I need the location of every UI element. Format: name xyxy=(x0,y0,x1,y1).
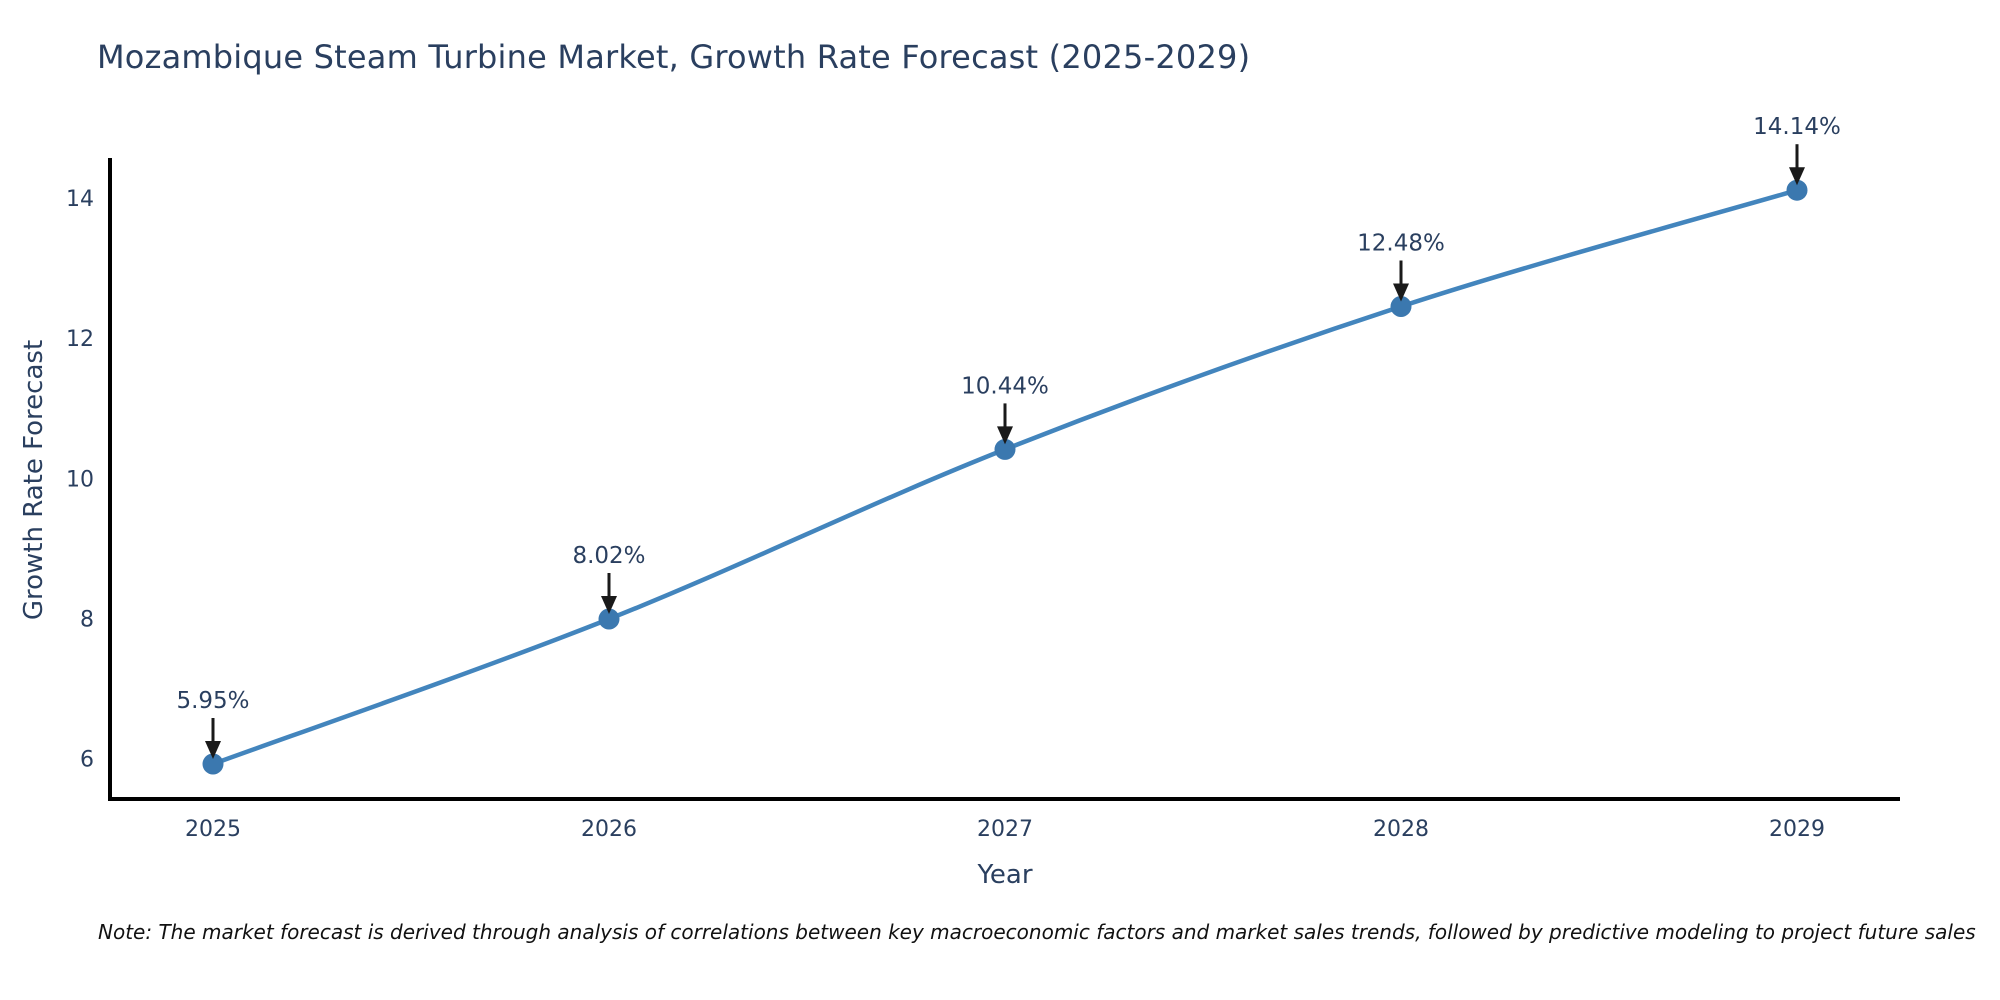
y-tick-label: 14 xyxy=(66,187,94,212)
data-point-label: 5.95% xyxy=(176,688,249,714)
x-tick-label: 2027 xyxy=(977,817,1033,842)
annotation-arrow-head xyxy=(205,741,221,759)
x-tick-label: 2025 xyxy=(185,817,241,842)
data-point-marker[interactable] xyxy=(1786,179,1808,201)
data-point-marker[interactable] xyxy=(202,753,224,775)
x-tick-label: 2026 xyxy=(581,817,637,842)
x-axis-title: Year xyxy=(977,860,1033,890)
annotation-arrow-head xyxy=(997,426,1013,445)
y-tick-label: 10 xyxy=(66,467,94,492)
data-point-marker[interactable] xyxy=(598,608,620,630)
annotation-arrow-head xyxy=(1789,167,1805,186)
forecast-line xyxy=(210,187,1800,767)
x-tick-label: 2029 xyxy=(1769,817,1825,842)
data-point-label: 14.14% xyxy=(1753,114,1841,140)
y-tick-label: 6 xyxy=(80,748,94,773)
data-point-label: 12.48% xyxy=(1357,231,1445,257)
y-tick-label: 8 xyxy=(80,607,94,632)
data-point-label: 8.02% xyxy=(572,543,645,569)
annotation-arrow-head xyxy=(601,596,617,614)
y-tick-label: 12 xyxy=(66,327,94,352)
x-tick-label: 2028 xyxy=(1373,817,1429,842)
annotation-arrow-head xyxy=(1393,283,1409,302)
chart-note: Note: The market forecast is derived thr… xyxy=(98,920,1976,944)
data-point-label: 10.44% xyxy=(961,373,1049,399)
chart-title: Mozambique Steam Turbine Market, Growth … xyxy=(97,38,1251,76)
data-point-marker[interactable] xyxy=(994,438,1016,460)
data-point-marker[interactable] xyxy=(1390,296,1412,317)
